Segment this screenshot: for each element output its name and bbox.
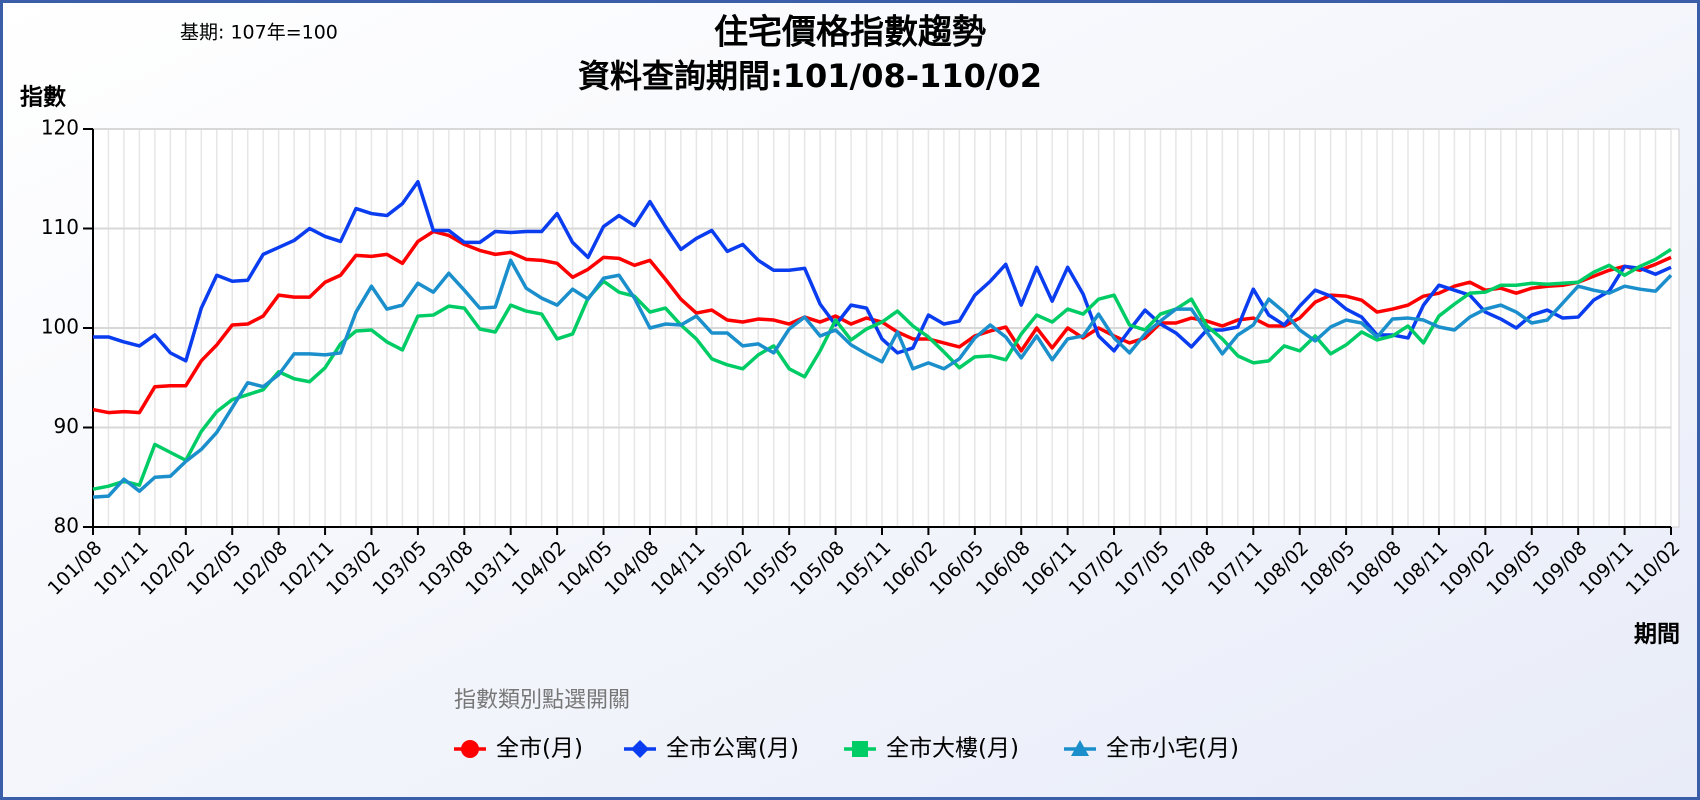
legend-item[interactable]: 全市(月) [454, 736, 583, 762]
y-tick-label: 110 [41, 215, 79, 239]
y-axis-label: 指數 [20, 85, 66, 111]
x-axis-label: 期間 [1634, 622, 1680, 648]
legend-item[interactable]: 全市小宅(月) [1064, 736, 1239, 762]
legend-label: 全市大樓(月) [886, 736, 1019, 762]
y-tick-label: 90 [54, 414, 79, 438]
legend-marker [1071, 740, 1089, 756]
legend-item[interactable]: 全市公寓(月) [624, 736, 799, 762]
legend-marker [631, 740, 649, 758]
y-tick-label: 100 [41, 315, 79, 339]
legend-label: 全市小宅(月) [1106, 736, 1239, 762]
legend-label: 全市(月) [496, 736, 583, 762]
y-tick-label: 80 [54, 514, 79, 538]
chart-subtitle: 資料查詢期間:101/08-110/02 [578, 57, 1042, 95]
y-tick-label: 120 [41, 116, 79, 140]
chart-title: 住宅價格指數趨勢 [714, 13, 986, 53]
legend-marker [461, 740, 479, 758]
legend-item[interactable]: 全市大樓(月) [844, 736, 1019, 762]
series-line [93, 179, 1672, 363]
legend-title: 指數類別點選開關 [454, 688, 630, 713]
series-line [92, 258, 1673, 499]
legend-marker [852, 741, 868, 757]
annotation: 基期: 107年=100 [180, 22, 338, 44]
legend-label: 全市公寓(月) [666, 736, 799, 762]
series-line [92, 247, 1672, 491]
